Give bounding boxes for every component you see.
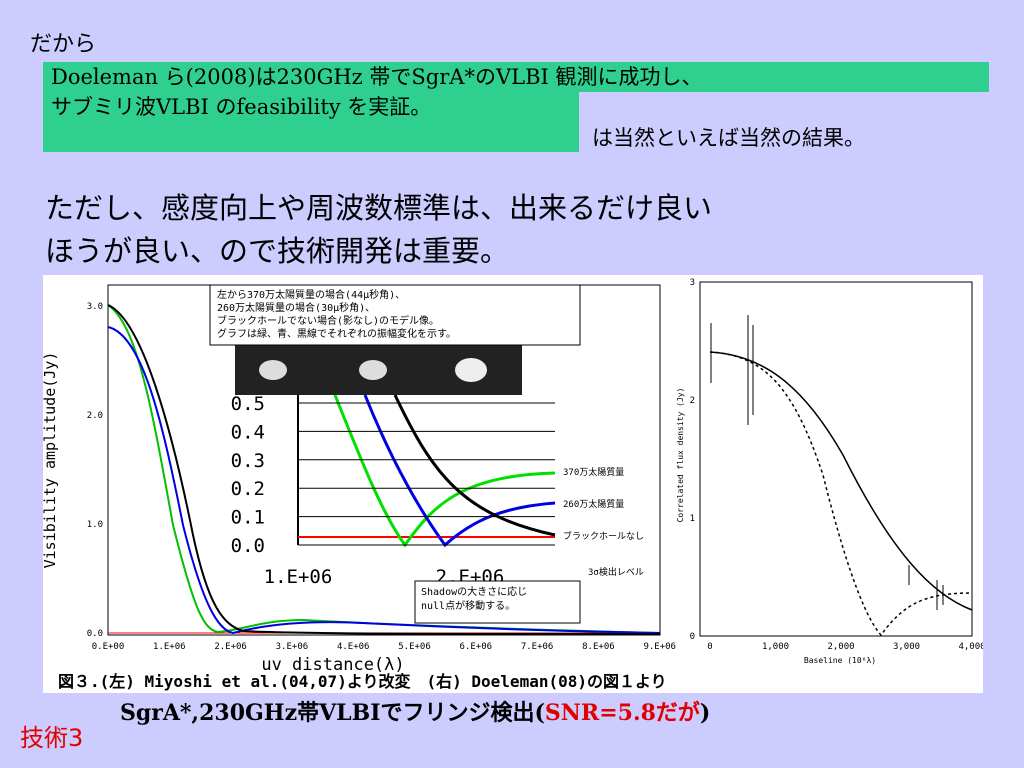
plot-frame (699, 281, 973, 637)
caption-snr: SNR=5.8だが (544, 700, 700, 726)
x-axis-label: uv distance(λ) (261, 655, 404, 675)
figure-caption: 図３.(左) Miyoshi et al.(04,07)より改変 (右) Doe… (58, 672, 667, 691)
inset-y-tick: 0.1 (231, 507, 265, 529)
shadow-box (414, 580, 581, 624)
slide-label: 技術3 (20, 724, 84, 752)
x-tick-label: 3,000 (893, 642, 920, 652)
model-image (359, 360, 387, 380)
y-axis-label: Correlated flux density (Jy) (676, 388, 685, 523)
legend-entry: ブラックホールなし (563, 530, 644, 542)
caption-close: ) (699, 700, 711, 726)
inset-x-tick: 1.E+06 (264, 566, 333, 588)
highlight-line: サブミリ波VLBI のfeasibility を実証。 (43, 92, 579, 152)
data-points (710, 315, 944, 610)
note-line: グラフは緑、青、黒線でそれぞれの振幅変化を示す。 (217, 327, 456, 340)
y-tick-label: 2.0 (87, 411, 103, 421)
legend-entry: 370万太陽質量 (563, 466, 624, 478)
y-tick-label: 3.0 (87, 302, 103, 312)
intro: だから (30, 32, 97, 57)
figure: 0.5 0.4 0.3 0.2 0.1 0.0 1.E+06 2.E+06 3.0 2.0 1.0… (43, 275, 983, 693)
highlight-line: Doeleman ら(2008)は230GHz 帯でSgrA*のVLBI 観測に… (43, 62, 989, 92)
body-line: ほうが良い、ので技術開発は重要。 (45, 234, 510, 268)
inset: 0.50.40.30.20.10.01.E+06 2.E+06 (231, 393, 556, 588)
shadow-note: null点が移動する。 (421, 599, 515, 612)
highlight-tail: は当然といえば当然の結果。 (592, 126, 865, 150)
x-tick-label: 2.E+06 (214, 642, 247, 652)
y-tick-label: 3 (690, 278, 695, 288)
curve-blue (107, 326, 661, 635)
y-axis-label: Visibility amplitude(Jy) (43, 352, 59, 569)
inset-y-tick: 0.4 (231, 421, 265, 443)
y-tick-label: 2 (690, 396, 695, 406)
body-line: ただし、感度向上や周波数標準は、出来るだけ良い (45, 191, 713, 225)
x-tick-label: 2,000 (827, 642, 854, 652)
x-tick-label: 5.E+06 (398, 642, 431, 652)
threshold-label: 3σ検出レベル (588, 566, 644, 578)
x-tick-label: 7.E+06 (521, 642, 554, 652)
inset-y-tick: 0.2 (231, 478, 265, 500)
model-image (259, 360, 287, 380)
y-tick-label: 1 (690, 514, 695, 524)
note-line: ブラックホールでない場合(影なし)のモデル像。 (217, 314, 439, 327)
inset-y-tick: 0.5 (231, 393, 265, 415)
x-tick-label: 0.E+00 (92, 642, 125, 652)
x-tick-label: 3.E+06 (276, 642, 309, 652)
inset-y-tick: 0.0 (231, 535, 265, 557)
x-tick-label: 1.E+06 (153, 642, 186, 652)
legend-entry: 260万太陽質量 (563, 498, 624, 510)
left-chart: 0.5 0.4 0.3 0.2 0.1 0.0 1.E+06 2.E+06 3.0 2.0 1.0… (43, 284, 676, 691)
inset-bg (298, 395, 555, 545)
caption-main: SgrA*,230GHz帯VLBIでフリンジ検出( (120, 700, 545, 726)
model-image (455, 358, 487, 382)
x-axis-label: Baseline (10⁶λ) (804, 656, 876, 665)
x-tick-label: 9.E+06 (643, 642, 676, 652)
note-line: 左から370万太陽質量の場合(44μ秒角)、 (217, 288, 405, 301)
x-tick-label: 6.E+06 (460, 642, 493, 652)
shadow-note: Shadowの大きさに応じ (421, 585, 527, 598)
right-chart: 3 2 1 0 0 1,000 2,000 3,000 4,000 Correlated flux… (676, 278, 983, 665)
y-tick-label: 1.0 (87, 520, 103, 530)
caption: SgrA*,230GHz帯VLBIでフリンジ検出(SNR=5.8だが) (120, 695, 710, 727)
y-tick-label: 0 (690, 632, 695, 642)
x-tick-label: 4,000 (958, 642, 983, 652)
x-tick-label: 4.E+06 (337, 642, 370, 652)
model-dashed (709, 351, 973, 637)
inset-black (393, 394, 556, 537)
x-tick-label: 0 (707, 642, 712, 652)
y-tick-label: 0.0 (87, 629, 103, 639)
inset-y-tick: 0.3 (231, 450, 265, 472)
curve-black (107, 304, 661, 635)
note-line: 260万太陽質量の場合(30μ秒角)、 (217, 301, 375, 314)
x-tick-label: 1,000 (762, 642, 789, 652)
x-tick-label: 8.E+06 (582, 642, 615, 652)
model-solid (709, 351, 973, 611)
note-box (209, 284, 581, 346)
